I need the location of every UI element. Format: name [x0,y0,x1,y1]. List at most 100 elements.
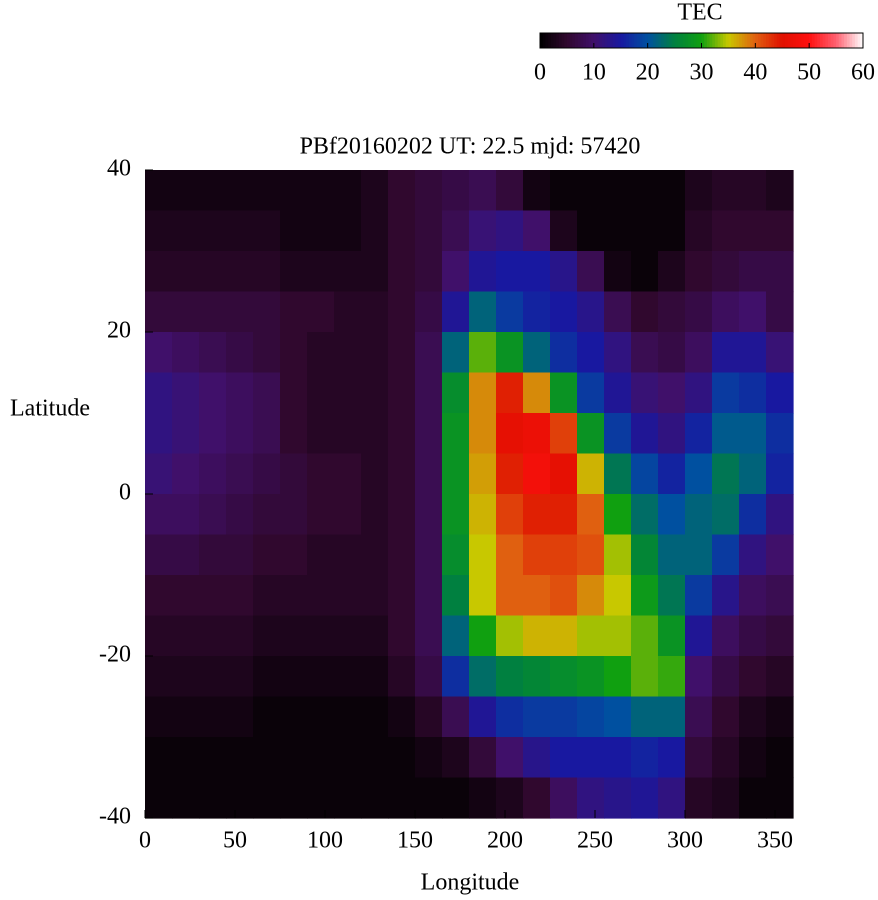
heatmap-cell [361,453,389,495]
heatmap-cell [334,575,362,617]
colorbar-cell [752,33,756,48]
heatmap-cell [361,251,389,293]
heatmap-cell [199,413,227,455]
heatmap-cell [442,777,470,819]
colorbar-cell [693,33,697,48]
heatmap-cell [658,777,686,819]
colorbar-cell [836,33,840,48]
heatmap-cell [388,453,416,495]
heatmap-cell [442,372,470,414]
colorbar-cell [828,33,832,48]
heatmap-cell [253,251,281,293]
heatmap-cell [577,737,605,779]
colorbar-cell [677,33,681,48]
heatmap-cell [415,575,443,617]
colorbar-cell [798,33,802,48]
heatmap-cell [388,656,416,698]
colorbar-tick-label: 40 [743,60,767,86]
heatmap-cell [145,696,173,738]
colorbar-cell [591,33,595,48]
heatmap-cell [550,332,578,374]
heatmap-cell [496,656,524,698]
heatmap-cell [280,737,308,779]
heatmap-cell [442,413,470,455]
heatmap-cell [280,413,308,455]
heatmap-cell [199,615,227,657]
heatmap-cell [523,575,551,617]
heatmap-cell [469,575,497,617]
heatmap-cell [172,170,200,212]
heatmap-cell [199,453,227,495]
heatmap-cell [739,534,767,576]
heatmap-cell [226,696,254,738]
heatmap-cell [199,494,227,536]
heatmap-cell [658,291,686,333]
colorbar-cell [572,33,576,48]
colorbar-cell [747,33,751,48]
colorbar-cell [542,33,546,48]
x-tick-label: 100 [307,828,343,854]
heatmap-cell [199,372,227,414]
heatmap-cell [334,534,362,576]
heatmap-cell [523,777,551,819]
heatmap-cell [712,291,740,333]
heatmap-cell [766,372,794,414]
heatmap-cell [577,332,605,374]
colorbar-cell [593,33,598,48]
y-tick-label: 0 [119,480,131,506]
heatmap-cell [172,372,200,414]
heatmap-cell [307,210,335,252]
heatmap-cell [631,777,659,819]
heatmap-cell [415,210,443,252]
heatmap-cell [523,737,551,779]
heatmap-cell [712,575,740,617]
heatmap-cell [388,534,416,576]
heatmap-cell [145,777,173,819]
colorbar-cell [779,33,783,48]
heatmap-cell [523,453,551,495]
heatmap-cell [226,656,254,698]
heatmap-cell [523,170,551,212]
heatmap-cell [604,453,632,495]
heatmap-cell [415,696,443,738]
colorbar-cell [811,33,816,48]
heatmap-cell [361,332,389,374]
heatmap-cell [496,170,524,212]
heatmap-cell [442,615,470,657]
heatmap-cell [523,291,551,333]
heatmap-cell [685,534,713,576]
heatmap-cell [739,575,767,617]
heatmap-cell [631,291,659,333]
heatmap-cell [658,737,686,779]
heatmap-cell [361,575,389,617]
heatmap-cell [334,332,362,374]
heatmap-cell [415,291,443,333]
heatmap-cell [145,413,173,455]
heatmap-cell [415,372,443,414]
colorbar-cell [661,33,665,48]
heatmap-cell [766,413,794,455]
colorbar-cell [766,33,770,48]
heatmap-cell [253,737,281,779]
colorbar-cell [787,33,791,48]
colorbar-cell [545,33,549,48]
heatmap-cell [550,413,578,455]
heatmap-cell [253,696,281,738]
heatmap-cell [334,372,362,414]
heatmap-cell [334,210,362,252]
heatmap-cell [712,656,740,698]
heatmap-cell [172,332,200,374]
colorbar-cell [838,33,842,48]
heatmap-cell [388,332,416,374]
colorbar-cell [720,33,724,48]
heatmap-cell [334,413,362,455]
heatmap-cell [388,615,416,657]
heatmap-cell [631,656,659,698]
heatmap-cell [685,615,713,657]
colorbar-cell [809,33,813,48]
heatmap-cell [658,615,686,657]
heatmap-cell [307,575,335,617]
heatmap-cell [577,615,605,657]
colorbar-tick-label: 50 [797,60,821,86]
heatmap-cell [496,413,524,455]
